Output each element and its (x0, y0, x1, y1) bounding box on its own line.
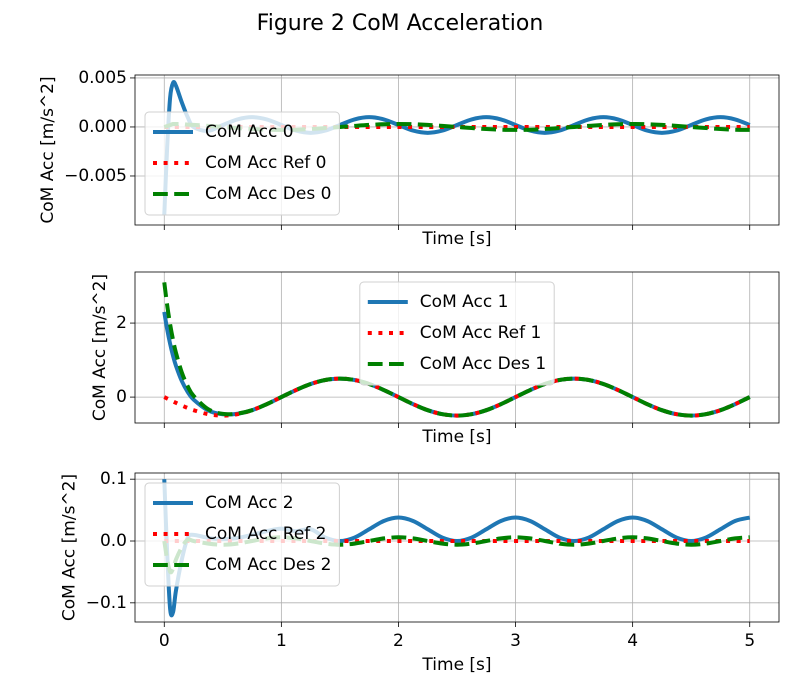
x-tick-label: 5 (744, 631, 755, 651)
legend-label: CoM Acc Ref 2 (205, 524, 326, 544)
legend-label: CoM Acc 2 (205, 493, 294, 513)
legend-label: CoM Acc Des 0 (205, 184, 331, 204)
legend-label: CoM Acc Des 2 (205, 555, 331, 575)
y-tick-label: 2 (116, 313, 127, 333)
legend-box (144, 482, 340, 587)
legend-label: CoM Acc 0 (205, 122, 294, 142)
y-tick-label: −0.1 (86, 593, 127, 613)
axes-frame (134, 472, 780, 623)
x-tick-label: 3 (510, 631, 521, 651)
y-tick-label: 0.005 (78, 68, 127, 88)
y-tick-label: −0.005 (64, 166, 127, 186)
legend-label: CoM Acc Des 1 (420, 354, 546, 374)
axes-frame (134, 271, 780, 424)
x-axis-label: Time [s] (421, 229, 491, 249)
legend: CoM Acc 2 CoM Acc Ref 2 CoM Acc Des 2 (144, 482, 340, 587)
x-tick-label: 4 (627, 631, 638, 651)
x-tick-label: 2 (393, 631, 404, 651)
legend: CoM Acc 1 CoM Acc Ref 1 CoM Acc Des 1 (359, 281, 555, 386)
plot-lines (162, 282, 751, 418)
legend-box (359, 281, 555, 386)
y-tick-label: 0.1 (100, 469, 127, 489)
subplot: 0 1 2 3 4 5 −0.1 0.0 0.1 Time [s] CoM Acc [m/s^2] C… (60, 469, 780, 675)
x-axis-label: Time [s] (421, 655, 491, 675)
data-line (162, 535, 750, 575)
axes-frame (134, 74, 780, 226)
legend-label: CoM Acc 1 (420, 292, 509, 312)
y-axis-label: CoM Acc [m/s^2] (60, 474, 80, 621)
x-tick-label: 0 (159, 631, 170, 651)
y-tick-label: 0 (116, 387, 127, 407)
legend: CoM Acc 0 CoM Acc Ref 0 CoM Acc Des 0 (144, 111, 340, 216)
x-axis-label: Time [s] (421, 427, 491, 447)
legend-label: CoM Acc Ref 0 (205, 153, 326, 173)
legend-label: CoM Acc Ref 1 (420, 323, 541, 343)
y-tick-label: 0.0 (100, 531, 127, 551)
data-line (163, 121, 750, 132)
y-axis-label: CoM Acc [m/s^2] (90, 274, 110, 421)
y-tick-label: 0.000 (78, 117, 127, 137)
data-line (162, 282, 751, 418)
legend-box (144, 111, 340, 216)
y-axis-label: CoM Acc [m/s^2] (38, 76, 58, 223)
x-tick-label: 1 (276, 631, 287, 651)
figure-title: Figure 2 CoM Acceleration (257, 11, 544, 36)
subplot: −0.005 0.000 0.005 Time [s] CoM Acc [m/s^2] C… (38, 68, 780, 249)
